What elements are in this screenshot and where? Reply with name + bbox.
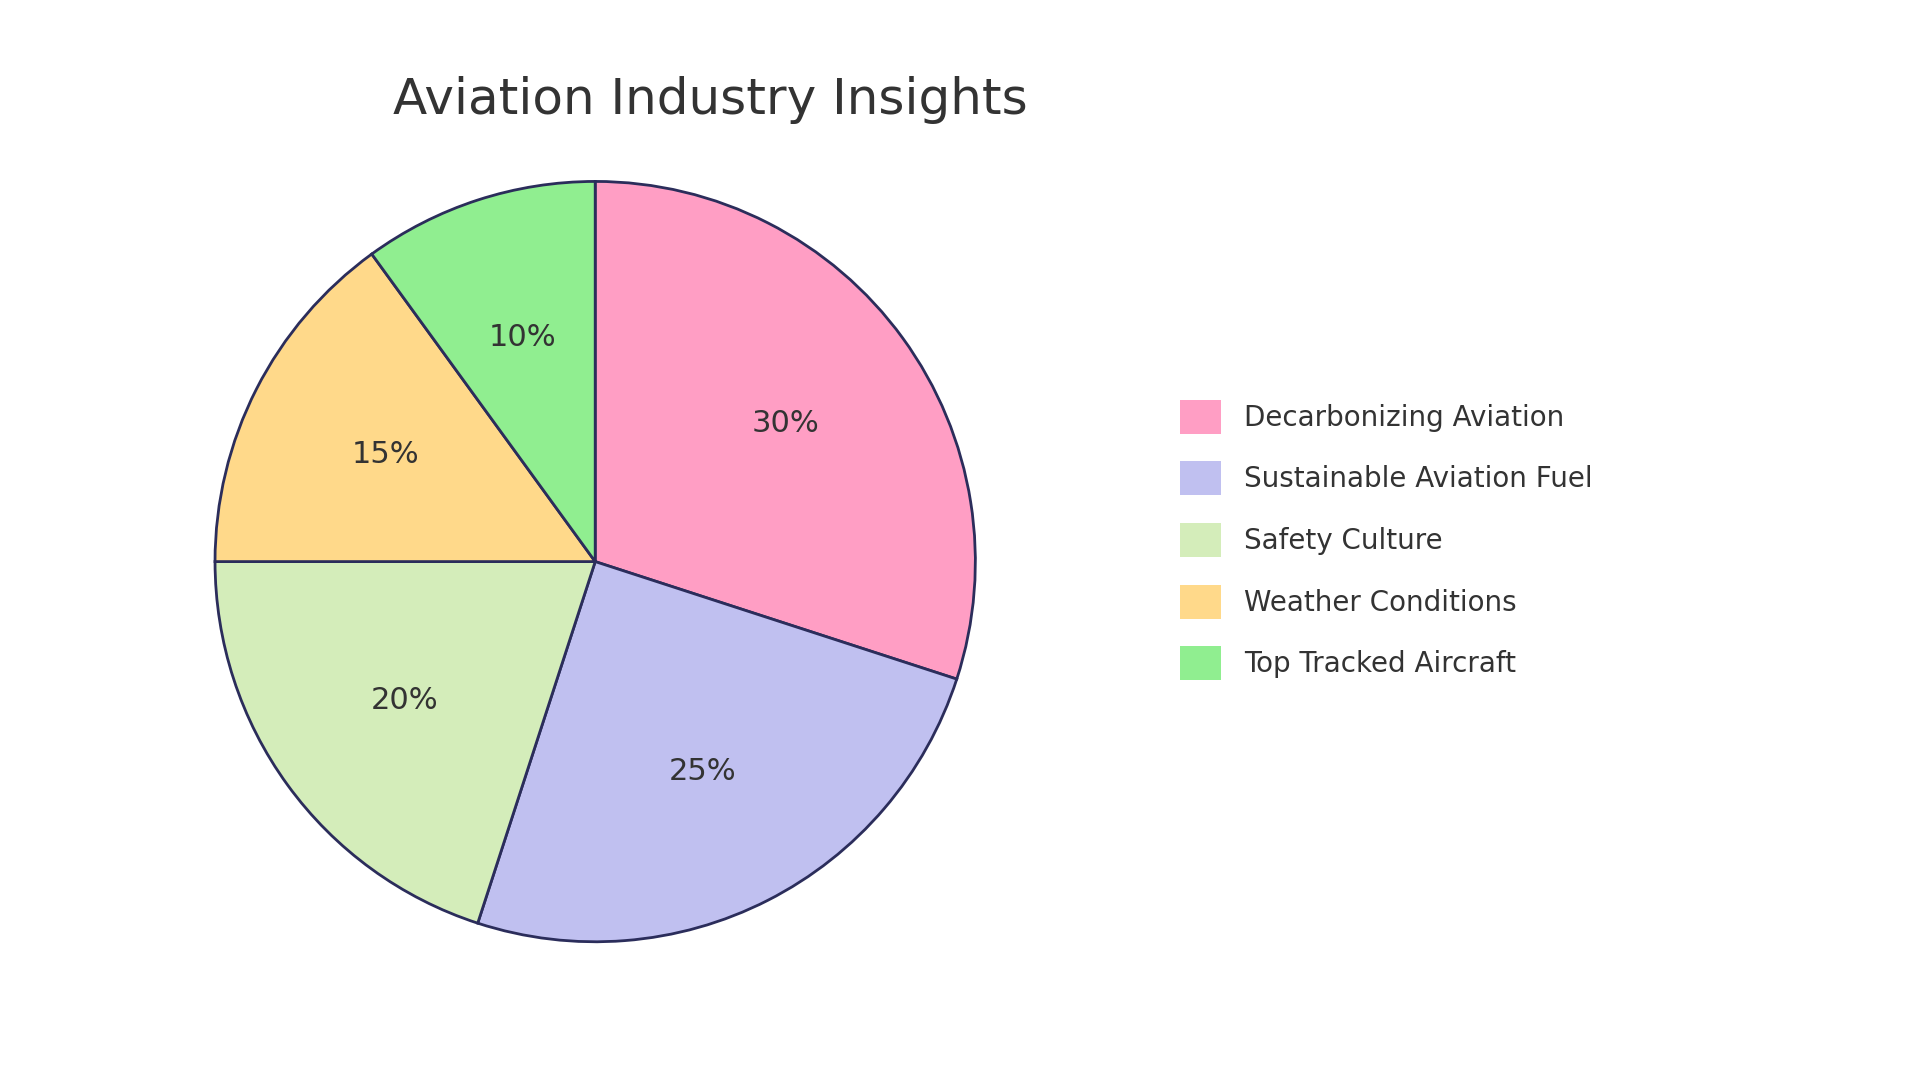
Text: 30%: 30% (753, 408, 820, 437)
Text: 10%: 10% (488, 323, 557, 352)
Wedge shape (478, 562, 956, 942)
Text: Aviation Industry Insights: Aviation Industry Insights (394, 76, 1027, 123)
Text: 15%: 15% (351, 440, 419, 469)
Text: 25%: 25% (668, 757, 735, 786)
Legend: Decarbonizing Aviation, Sustainable Aviation Fuel, Safety Culture, Weather Condi: Decarbonizing Aviation, Sustainable Avia… (1165, 386, 1607, 694)
Wedge shape (215, 562, 595, 923)
Wedge shape (215, 254, 595, 562)
Wedge shape (372, 181, 595, 562)
Text: 20%: 20% (371, 686, 438, 715)
Wedge shape (595, 181, 975, 679)
